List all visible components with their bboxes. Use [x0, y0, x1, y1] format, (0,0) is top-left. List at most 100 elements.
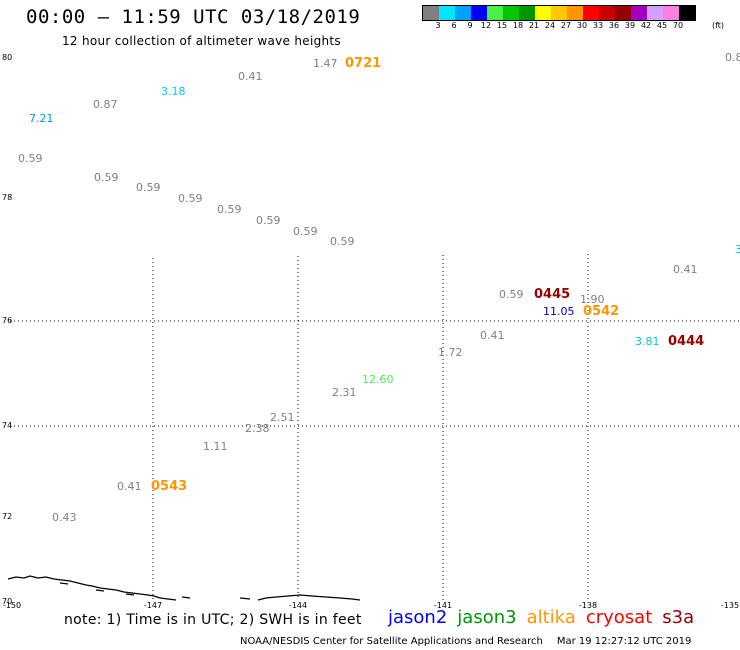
wave-height-value: 0.59 [178, 192, 203, 205]
satellite-legend-item: s3a [662, 607, 695, 628]
latitude-labels: 80 78 76 74 72 70 [2, 53, 12, 606]
satellite-legend-item: altika [526, 607, 576, 628]
legend-swatch [567, 6, 583, 20]
wave-height-value: 1.72 [438, 346, 463, 359]
wave-height-value: 1.47 [313, 57, 338, 70]
wave-height-value: 0.59 [18, 152, 43, 165]
legend-label: 24 [544, 21, 556, 30]
graticule [10, 254, 740, 600]
wave-height-value: 3.18 [161, 85, 186, 98]
legend-label: 30 [576, 21, 588, 30]
lon-label: -135 [721, 601, 739, 610]
legend-label: 39 [624, 21, 636, 30]
lat-label: 74 [2, 421, 12, 430]
legend-label: 42 [640, 21, 652, 30]
legend-swatch [535, 6, 551, 20]
legend-swatch [679, 6, 695, 20]
wave-height-value: 3 [735, 243, 740, 256]
wave-height-value: 0.87 [93, 98, 118, 111]
wave-height-value: 1.11 [203, 440, 228, 453]
wave-height-value: 2.31 [332, 386, 357, 399]
wave-height-value: 0.59 [330, 235, 355, 248]
generated-timestamp: Mar 19 12:27:12 UTC 2019 [556, 636, 692, 647]
wave-height-value: 11.05 [543, 305, 575, 318]
legend-swatch [503, 6, 519, 20]
wave-height-value: 0.59 [217, 203, 242, 216]
color-scale-unit: (ft) [712, 21, 725, 30]
lat-label: 80 [2, 53, 12, 62]
legend-swatch [487, 6, 503, 20]
wave-height-value: 1.90 [580, 293, 605, 306]
barrier-islands [59, 582, 251, 600]
lat-label: 78 [2, 193, 12, 202]
legend-label: 3 [435, 21, 441, 30]
pass-time-label: 0445 [534, 287, 570, 302]
footnote: note: 1) Time is in UTC; 2) SWH is in fe… [64, 612, 362, 628]
legend-label: 18 [512, 21, 524, 30]
legend-swatch [615, 6, 631, 20]
legend-label: 15 [496, 21, 508, 30]
lon-label: -144 [289, 601, 307, 610]
wave-height-value: 0.59 [256, 214, 281, 227]
legend-label: 45 [656, 21, 668, 30]
wave-height-value: 0.41 [117, 480, 142, 493]
satellite-legend-item: jason3 [457, 607, 517, 628]
satellite-legend: jason2 jason3 altika cryosat s3a [388, 607, 704, 628]
wave-height-value: 12.60 [362, 373, 394, 386]
observation-labels: 1.47 0.41 3.18 0.87 7.21 0.59 0.59 0.59 0.59 0.59… [18, 51, 740, 524]
lat-label: 76 [2, 316, 12, 325]
credit-text: NOAA/NESDIS Center for Satellite Applica… [240, 636, 543, 647]
legend-label: 9 [467, 21, 473, 30]
coastline-east [257, 594, 361, 601]
legend-swatch [455, 6, 471, 20]
legend-swatch [599, 6, 615, 20]
legend-swatch [439, 6, 455, 20]
color-scale-legend [422, 5, 696, 21]
legend-label: 70 [672, 21, 684, 30]
satellite-legend-item: cryosat [585, 607, 653, 628]
wave-height-value: 0.43 [52, 511, 77, 524]
legend-label: 33 [592, 21, 604, 30]
wave-height-value: 0.41 [238, 70, 263, 83]
wave-height-value: 0.59 [136, 181, 161, 194]
legend-swatch [583, 6, 599, 20]
pass-time-label: 0543 [151, 479, 187, 494]
wave-height-value: 7.21 [29, 112, 54, 125]
pass-time-label: 0721 [345, 56, 381, 71]
credit-line: NOAA/NESDIS Center for Satellite Applica… [240, 636, 691, 647]
satellite-legend-item: jason2 [388, 607, 448, 628]
wave-height-value: 3.81 [635, 335, 660, 348]
wave-height-value: 2.38 [245, 422, 270, 435]
legend-swatch [663, 6, 679, 20]
legend-swatch [423, 6, 439, 20]
wave-height-value: 0.41 [673, 263, 698, 276]
legend-swatch [647, 6, 663, 20]
lat-label: 70 [2, 597, 12, 606]
legend-label: 27 [560, 21, 572, 30]
map-subtitle: 12 hour collection of altimeter wave hei… [62, 34, 341, 48]
map-title: 00:00 – 11:59 UTC 03/18/2019 [26, 6, 361, 28]
lon-label: -150 [3, 601, 21, 610]
wave-height-value: 0.41 [480, 329, 505, 342]
longitude-labels: -150 -147 -144 -141 -138 -135 [3, 601, 739, 610]
lon-label: -147 [144, 601, 162, 610]
pass-time-labels: 0721 0445 0542 0444 0543 [151, 56, 704, 494]
lon-label: -141 [434, 601, 452, 610]
legend-label: 6 [451, 21, 457, 30]
wave-height-value: 2.51 [270, 411, 295, 424]
wave-height-value: 0.59 [499, 288, 524, 301]
wave-height-value: 0.59 [94, 171, 119, 184]
legend-swatch [631, 6, 647, 20]
lat-label: 72 [2, 512, 12, 521]
legend-label: 12 [480, 21, 492, 30]
legend-label: 36 [608, 21, 620, 30]
wave-height-value: 0.59 [293, 225, 318, 238]
legend-swatch [471, 6, 487, 20]
wave-height-value: 0.8 [725, 51, 740, 64]
pass-time-label: 0542 [583, 304, 619, 319]
legend-label: 21 [528, 21, 540, 30]
legend-swatch [519, 6, 535, 20]
legend-swatch [551, 6, 567, 20]
pass-time-label: 0444 [668, 334, 704, 349]
